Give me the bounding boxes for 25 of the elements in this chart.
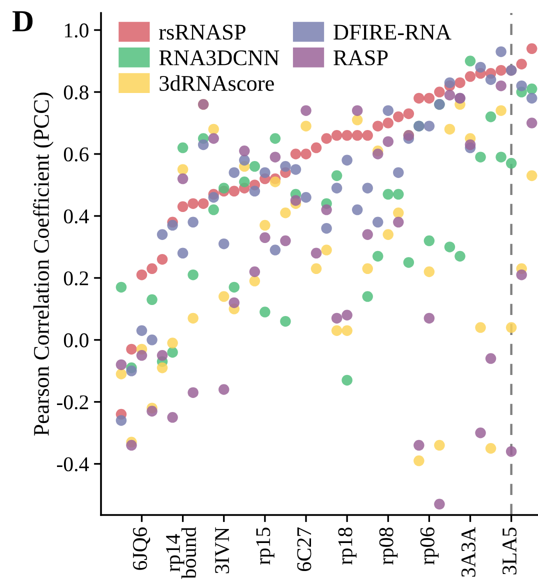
y-tick-label: -0.4 xyxy=(56,457,89,472)
legend-label: RASP xyxy=(334,50,388,66)
legend-label: DFIRE-RNA xyxy=(334,24,452,40)
x-tick-label: 6C27 xyxy=(297,527,312,572)
y-tick-label: 0.0 xyxy=(64,333,88,348)
y-tick-label: 0.4 xyxy=(64,209,89,224)
x-tick-label: rp15 xyxy=(256,528,274,565)
x-tick-label: rp18 xyxy=(338,528,357,565)
text: D xyxy=(12,11,33,32)
x-tick-label: rp14 bound xyxy=(166,527,196,579)
x-tick-label: rp06 xyxy=(420,527,439,565)
x-tick-label: 6JQ6 xyxy=(132,527,150,570)
x-tick-label: 3A3A xyxy=(461,526,476,577)
y-tick-label: -0.2 xyxy=(56,395,88,410)
y-tick-label: 1.0 xyxy=(64,23,88,38)
legend-label: RNA3DCNN xyxy=(159,50,280,66)
y-tick-label: 0.6 xyxy=(64,147,89,162)
legend-label: rsRNASP xyxy=(159,24,246,40)
y-tick-label: 0.8 xyxy=(64,85,88,100)
x-tick-label: rp08 xyxy=(379,528,398,565)
x-tick-label: 3LA5 xyxy=(502,528,517,574)
y-tick-label: 0.2 xyxy=(64,271,88,286)
y-axis-title: Pearson Correlation Coefficient (PCC) xyxy=(33,92,54,436)
x-tick-label: 3IVN xyxy=(215,527,230,574)
legend-label: 3dRNAscore xyxy=(160,75,274,91)
